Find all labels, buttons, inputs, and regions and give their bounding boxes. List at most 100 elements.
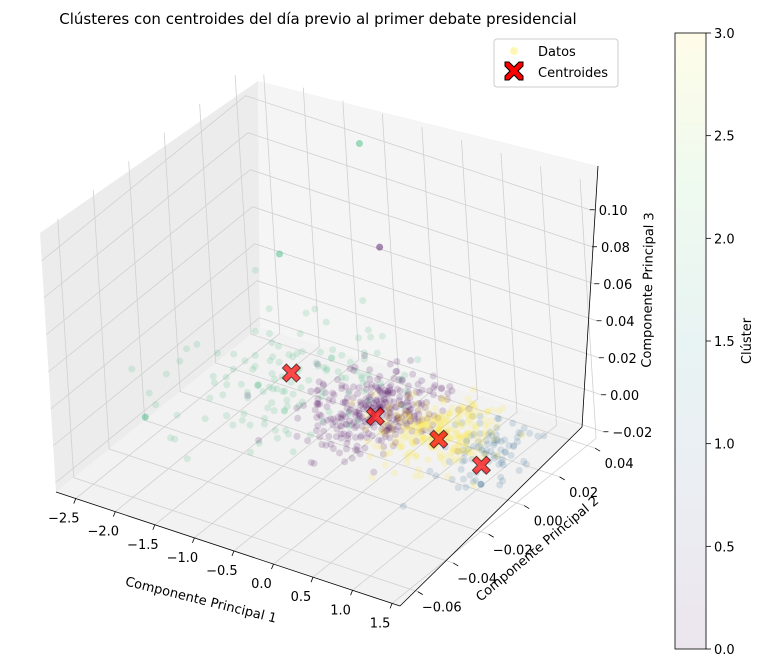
data-point (400, 435, 408, 442)
x-axis-line (55, 491, 401, 607)
data-point (320, 382, 327, 390)
data-point (406, 410, 414, 418)
data-point (293, 350, 301, 358)
data-point (355, 384, 363, 392)
grid-line-x (154, 100, 360, 526)
data-point (404, 388, 412, 396)
data-point (251, 327, 259, 335)
data-point (379, 401, 387, 409)
data-point (392, 418, 400, 425)
data-point (337, 414, 345, 422)
data-point (482, 447, 490, 455)
data-point (356, 450, 364, 458)
data-point (183, 345, 190, 353)
data-point (478, 446, 486, 454)
data-point (271, 375, 278, 383)
data-point (454, 442, 462, 450)
data-point (441, 460, 449, 468)
data-point (362, 425, 369, 433)
data-point (459, 457, 467, 465)
data-point (307, 431, 314, 439)
grid-line-z (52, 280, 602, 447)
data-point (458, 419, 466, 427)
data-point (337, 434, 345, 442)
data-point (393, 412, 400, 420)
data-point (380, 395, 388, 403)
data-point (429, 372, 437, 380)
data-point (501, 436, 509, 444)
data-point (393, 415, 400, 423)
data-point (459, 446, 467, 454)
data-point (422, 416, 430, 424)
data-point (395, 414, 402, 422)
data-point (446, 434, 454, 441)
x-tick (310, 577, 314, 583)
data-point (444, 409, 452, 417)
data-point (436, 422, 444, 430)
data-point (439, 398, 447, 406)
data-point (484, 408, 492, 416)
grid-line-z (48, 206, 597, 373)
data-point (394, 423, 402, 430)
data-point (442, 419, 450, 427)
data-point (325, 396, 333, 404)
data-point (341, 398, 349, 406)
data-point (325, 408, 333, 416)
data-point (145, 389, 153, 397)
data-point (493, 437, 501, 445)
data-point (495, 407, 503, 415)
data-point (433, 414, 440, 422)
data-point (430, 412, 438, 420)
data-point (171, 435, 179, 443)
data-point (329, 389, 337, 397)
data-point (385, 425, 392, 433)
data-point (491, 454, 499, 462)
data-point (372, 397, 380, 405)
data-point (344, 389, 352, 397)
data-point (386, 386, 394, 394)
data-point (352, 409, 360, 417)
data-point (391, 439, 399, 447)
data-point (482, 450, 490, 458)
data-point (327, 440, 335, 448)
data-point (458, 447, 466, 455)
data-point (488, 428, 496, 436)
data-point (323, 403, 331, 411)
data-point (448, 387, 456, 395)
data-point (384, 387, 392, 395)
data-point (455, 434, 462, 442)
data-point (413, 452, 420, 460)
data-point (375, 386, 383, 394)
data-point (418, 420, 426, 428)
data-point (370, 390, 378, 398)
data-point (507, 451, 515, 459)
data-point (461, 431, 469, 439)
grid-line-y (92, 189, 454, 564)
data-point (255, 381, 263, 389)
grid-line-x (312, 153, 518, 578)
data-point (418, 437, 425, 444)
data-point (382, 398, 390, 406)
data-point (388, 440, 396, 448)
data-point (416, 424, 424, 432)
data-point (411, 433, 419, 441)
data-point (327, 415, 335, 423)
data-point (515, 429, 523, 436)
data-point (431, 381, 439, 389)
data-point (316, 433, 324, 441)
data-point (378, 389, 386, 397)
data-point (501, 448, 509, 456)
data-point (255, 436, 263, 444)
data-point (383, 391, 391, 398)
data-point (393, 385, 401, 393)
data-point (383, 427, 391, 435)
data-point (219, 391, 227, 399)
data-point (509, 419, 517, 427)
data-point (340, 430, 348, 438)
data-point (325, 433, 333, 440)
data-point (345, 408, 353, 416)
data-point (423, 398, 430, 406)
data-point (415, 429, 423, 437)
data-point (494, 415, 501, 422)
left-pane (40, 81, 260, 492)
